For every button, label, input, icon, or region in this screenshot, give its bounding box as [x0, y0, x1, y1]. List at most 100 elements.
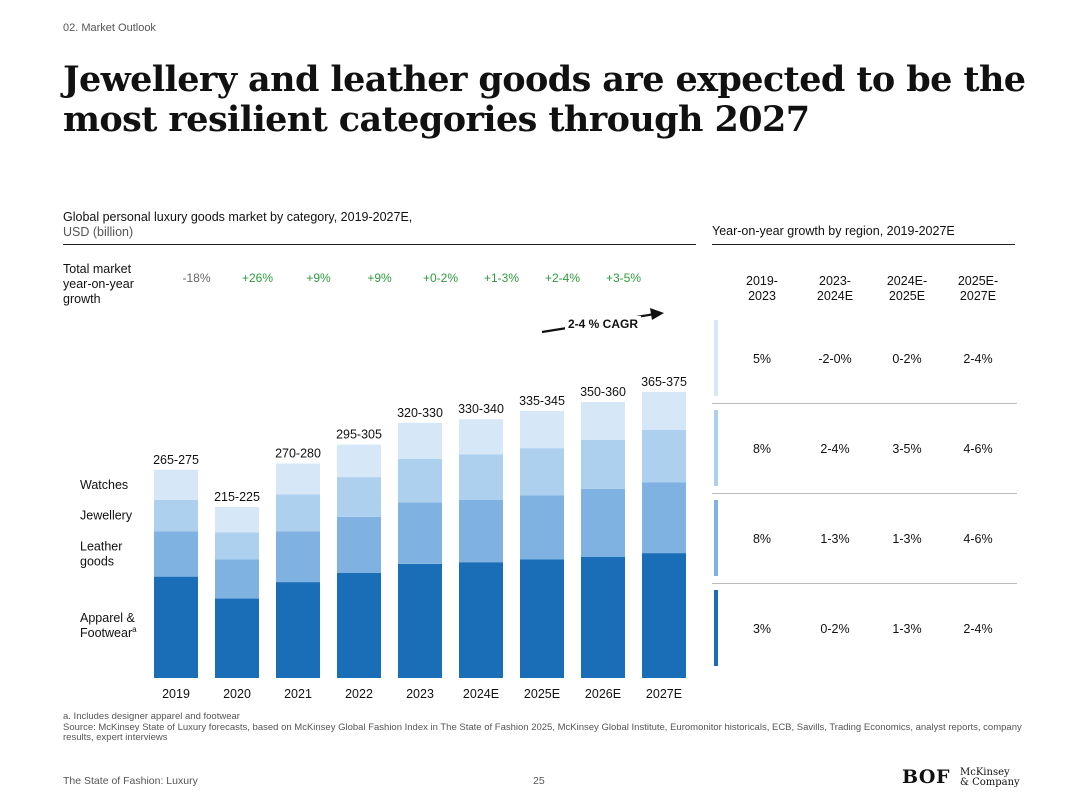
- yoy-growth-3: +9%: [306, 271, 331, 285]
- bar-jewellery-2023: [398, 459, 442, 503]
- region-row-separator-3: [712, 583, 1017, 584]
- region-row-separator-1: [712, 403, 1017, 404]
- region-row-separator-2: [712, 493, 1017, 494]
- total-label-2025e: 335-345: [519, 394, 565, 408]
- bar-leather-goods-2027e: [642, 482, 686, 554]
- region-4-value-2: 0-2%: [820, 622, 850, 636]
- stacked-bar-chart: 265-275 2019 215-225 2020 270-280 2021 295-305…: [80, 271, 687, 701]
- total-label-2026e: 350-360: [580, 385, 626, 399]
- total-label-2022: 295-305: [336, 428, 382, 442]
- x-tick-2021: 2021: [284, 687, 312, 701]
- region-4-value-1: 3%: [752, 622, 772, 636]
- bar-watches-2023: [398, 422, 442, 459]
- region-1-value-1: 5%: [752, 352, 772, 366]
- chart-title-text: Global personal luxury goods market by c…: [63, 210, 413, 224]
- yoy-growth-5: +0-2%: [423, 271, 458, 285]
- yoy-growth-7: +2-4%: [545, 271, 580, 285]
- bar-apparel-footwear-2022: [337, 573, 381, 678]
- section-label: 02. Market Outlook: [63, 22, 156, 34]
- yoy-growth-2: +26%: [242, 271, 273, 285]
- cagr-label: 2-4 % CAGR: [568, 317, 638, 331]
- yoy-growth-1: -18%: [182, 271, 210, 285]
- yoy-growth-6: +1-3%: [484, 271, 519, 285]
- bar-apparel-footwear-2026e: [581, 556, 625, 678]
- total-label-2019: 265-275: [153, 453, 199, 467]
- bar-watches-2024e: [459, 419, 503, 455]
- bar-leather-goods-2019: [154, 531, 198, 577]
- bar-apparel-footwear-2024e: [459, 562, 503, 678]
- legend-jewellery: Jewellery: [80, 509, 133, 523]
- regional-column-header-2: 2023- 2024E: [816, 274, 854, 303]
- region-3-value-2: 1-3%: [820, 532, 850, 546]
- publication-name: The State of Fashion: Luxury: [63, 775, 198, 787]
- footnote-source: Source: McKinsey State of Luxury forecas…: [63, 721, 1022, 743]
- chart-header-rule: [63, 244, 696, 245]
- region-1-value-3: 0-2%: [892, 352, 922, 366]
- legend-apparel-footwear: Apparel & Footweara: [80, 611, 137, 640]
- bar-watches-2026e: [581, 402, 625, 440]
- cagr-arrow-head: [650, 308, 664, 320]
- x-tick-2025e: 2025E: [524, 687, 560, 701]
- bar-watches-2021: [276, 463, 320, 495]
- region-3-value-1: 8%: [752, 532, 772, 546]
- yoy-growth-4: +9%: [367, 271, 392, 285]
- bar-jewellery-2019: [154, 499, 198, 532]
- bar-jewellery-2026e: [581, 440, 625, 489]
- footnote-note: a. Includes designer apparel and footwea…: [63, 711, 240, 722]
- mckinsey-logo: McKinsey & Company: [960, 768, 1020, 788]
- bar-apparel-footwear-2027e: [642, 553, 686, 678]
- bar-apparel-footwear-2019: [154, 576, 198, 678]
- regional-column-header-4: 2025E- 2027E: [957, 274, 999, 303]
- total-label-2021: 270-280: [275, 447, 321, 461]
- region-color-bar-3: [714, 500, 718, 576]
- mckinsey-logo-line1: McKinsey: [960, 767, 1010, 778]
- bar-jewellery-2024e: [459, 454, 503, 500]
- bar-apparel-footwear-2020: [215, 598, 259, 678]
- region-1-value-4: 2-4%: [963, 352, 993, 366]
- bar-jewellery-2020: [215, 532, 259, 560]
- bar-leather-goods-2021: [276, 531, 320, 583]
- bar-watches-2025e: [520, 411, 564, 449]
- bar-jewellery-2027e: [642, 430, 686, 483]
- region-2-value-2: 2-4%: [820, 442, 850, 456]
- x-tick-2022: 2022: [345, 687, 373, 701]
- region-2-value-1: 8%: [752, 442, 772, 456]
- bar-apparel-footwear-2025e: [520, 559, 564, 678]
- region-3-value-4: 4-6%: [963, 532, 993, 546]
- bar-watches-2020: [215, 507, 259, 533]
- region-1-value-2: -2-0%: [818, 352, 852, 366]
- bar-jewellery-2025e: [520, 448, 564, 496]
- bar-apparel-footwear-2021: [276, 582, 320, 678]
- bar-leather-goods-2025e: [520, 495, 564, 560]
- bar-apparel-footwear-2023: [398, 564, 442, 678]
- mckinsey-logo-line2: & Company: [960, 777, 1020, 788]
- legend-watches: Watches: [80, 478, 128, 492]
- total-label-2020: 215-225: [214, 490, 260, 504]
- bar-leather-goods-2023: [398, 502, 442, 564]
- region-3-value-3: 1-3%: [892, 532, 922, 546]
- regional-table-title: Year-on-year growth by region, 2019-2027…: [712, 224, 955, 238]
- bar-jewellery-2021: [276, 494, 320, 532]
- cagr-label-bg: [565, 316, 641, 331]
- regional-column-header-1: 2019- 2023: [746, 274, 778, 303]
- bof-logo: BOF: [902, 766, 950, 788]
- bar-watches-2022: [337, 444, 381, 478]
- yoy-growth-label: Total market year-on-year growth: [63, 262, 134, 306]
- region-color-bar-1: [714, 320, 718, 396]
- x-tick-2019: 2019: [162, 687, 190, 701]
- total-label-2023: 320-330: [397, 406, 443, 420]
- footnote: a. Includes designer apparel and footwea…: [63, 711, 1023, 744]
- total-label-2024e: 330-340: [458, 402, 504, 416]
- bar-leather-goods-2022: [337, 516, 381, 573]
- bar-leather-goods-2024e: [459, 499, 503, 563]
- total-label-2027e: 365-375: [641, 375, 687, 389]
- x-tick-2027e: 2027E: [646, 687, 682, 701]
- x-tick-2024e: 2024E: [463, 687, 499, 701]
- chart-title: Global personal luxury goods market by c…: [63, 210, 412, 240]
- bar-watches-2027e: [642, 392, 686, 430]
- regional-header-rule: [712, 244, 1015, 245]
- page-title: Jewellery and leather goods are expected…: [63, 59, 1026, 140]
- x-tick-2020: 2020: [223, 687, 251, 701]
- chart-unit-label: USD (billion): [63, 225, 134, 239]
- regional-column-header-3: 2024E- 2025E: [886, 274, 928, 303]
